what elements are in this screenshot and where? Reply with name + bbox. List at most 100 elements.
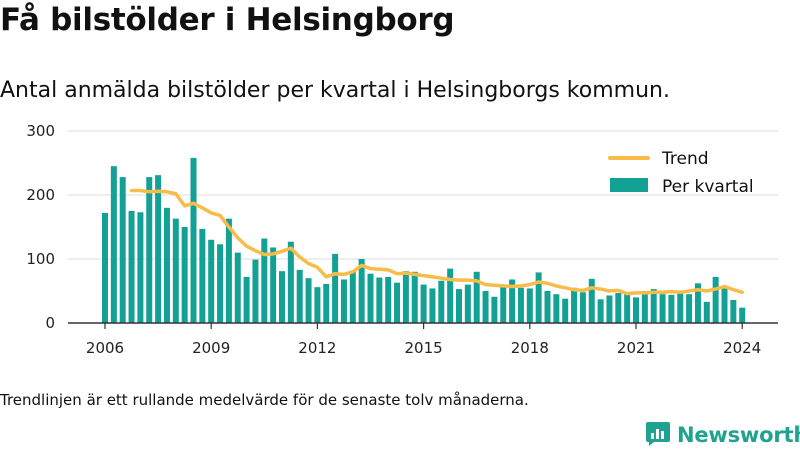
bar (208, 239, 215, 323)
bar (367, 273, 374, 323)
bar (376, 277, 383, 323)
bar (571, 287, 578, 323)
bar (332, 253, 339, 323)
bar (163, 207, 170, 323)
bar (225, 218, 232, 323)
bar (703, 301, 710, 323)
bar (641, 291, 648, 323)
trend-line-layer (129, 188, 744, 296)
bar (517, 287, 524, 323)
bar (323, 283, 330, 323)
y-tick-label: 100 (26, 250, 55, 268)
trend-line (129, 188, 744, 296)
bar (464, 284, 471, 323)
bar (296, 269, 303, 323)
y-tick-label: 300 (26, 122, 55, 140)
bar (730, 299, 737, 323)
y-tick-label: 0 (45, 314, 55, 332)
newsworthy-logo-icon (645, 420, 671, 450)
bar (686, 294, 693, 323)
bar (650, 289, 657, 323)
brand-name: Newsworthy (677, 423, 800, 447)
legend-bar-label: Per kvartal (662, 177, 754, 197)
footnote: Trendlinjen är ett rullande medelvärde f… (0, 391, 529, 409)
bar (659, 294, 666, 323)
legend-trend-label: Trend (661, 149, 709, 169)
x-axis: 2006 2009 2012 2015 2018 2021 2024 (68, 322, 778, 357)
bar (385, 276, 392, 323)
bar (615, 292, 622, 323)
bar (314, 287, 321, 323)
bar (509, 279, 516, 323)
bar (429, 288, 436, 323)
bar (739, 307, 746, 323)
bar (270, 247, 277, 323)
bars (102, 157, 746, 323)
bar (420, 284, 427, 323)
bar (588, 278, 595, 323)
bar (473, 271, 480, 323)
bar (190, 157, 197, 323)
bar (340, 279, 347, 323)
x-tick-label: 2015 (405, 339, 443, 357)
bar (199, 228, 206, 323)
bar (110, 166, 117, 323)
bar (535, 272, 542, 323)
legend: Trend Per kvartal (608, 149, 754, 197)
bar (553, 294, 560, 323)
x-tick-label: 2021 (617, 339, 655, 357)
chart-title: Få bilstölder i Helsingborg (0, 2, 455, 38)
legend-bar-swatch (610, 178, 648, 192)
bar (234, 252, 241, 323)
bar (668, 294, 675, 323)
bar (491, 296, 498, 323)
bar (606, 295, 613, 323)
bar (482, 291, 489, 323)
bar (526, 288, 533, 323)
bar (633, 297, 639, 323)
bar (155, 175, 162, 323)
y-tick-label: 200 (26, 186, 55, 204)
x-tick-label: 2009 (192, 339, 230, 357)
x-tick-label: 2018 (511, 339, 549, 357)
bar (252, 259, 259, 323)
bar (102, 212, 108, 323)
bar (137, 212, 144, 323)
bar (172, 218, 179, 323)
bar (181, 227, 188, 323)
bar (217, 244, 224, 323)
brand-logo[interactable]: Newsworthy (645, 420, 800, 450)
bar (305, 278, 312, 323)
bar (261, 238, 268, 323)
bar (358, 259, 365, 323)
bar (579, 292, 586, 323)
x-tick-label: 2006 (86, 339, 124, 357)
bar (394, 282, 401, 323)
bar (447, 268, 454, 323)
bar (119, 177, 126, 323)
x-tick-label: 2024 (723, 339, 761, 357)
x-tick-label: 2012 (298, 339, 336, 357)
bar (500, 284, 507, 323)
gridlines: 0 100 200 300 (26, 122, 778, 332)
bar (544, 291, 551, 323)
chart-subtitle: Antal anmälda bilstölder per kvartal i H… (0, 78, 670, 103)
bar (411, 271, 418, 323)
bar (712, 276, 719, 323)
bar (287, 241, 294, 323)
bar (402, 271, 409, 323)
bar (146, 177, 153, 323)
bar (624, 294, 631, 323)
bar (438, 280, 445, 323)
bar (597, 299, 604, 323)
bar (128, 211, 135, 323)
bar (721, 287, 728, 323)
bar (349, 270, 356, 323)
bar (562, 298, 569, 323)
bar (677, 291, 684, 323)
bar (243, 276, 250, 323)
bar (694, 283, 701, 323)
bar (456, 289, 462, 323)
bar (279, 271, 285, 323)
